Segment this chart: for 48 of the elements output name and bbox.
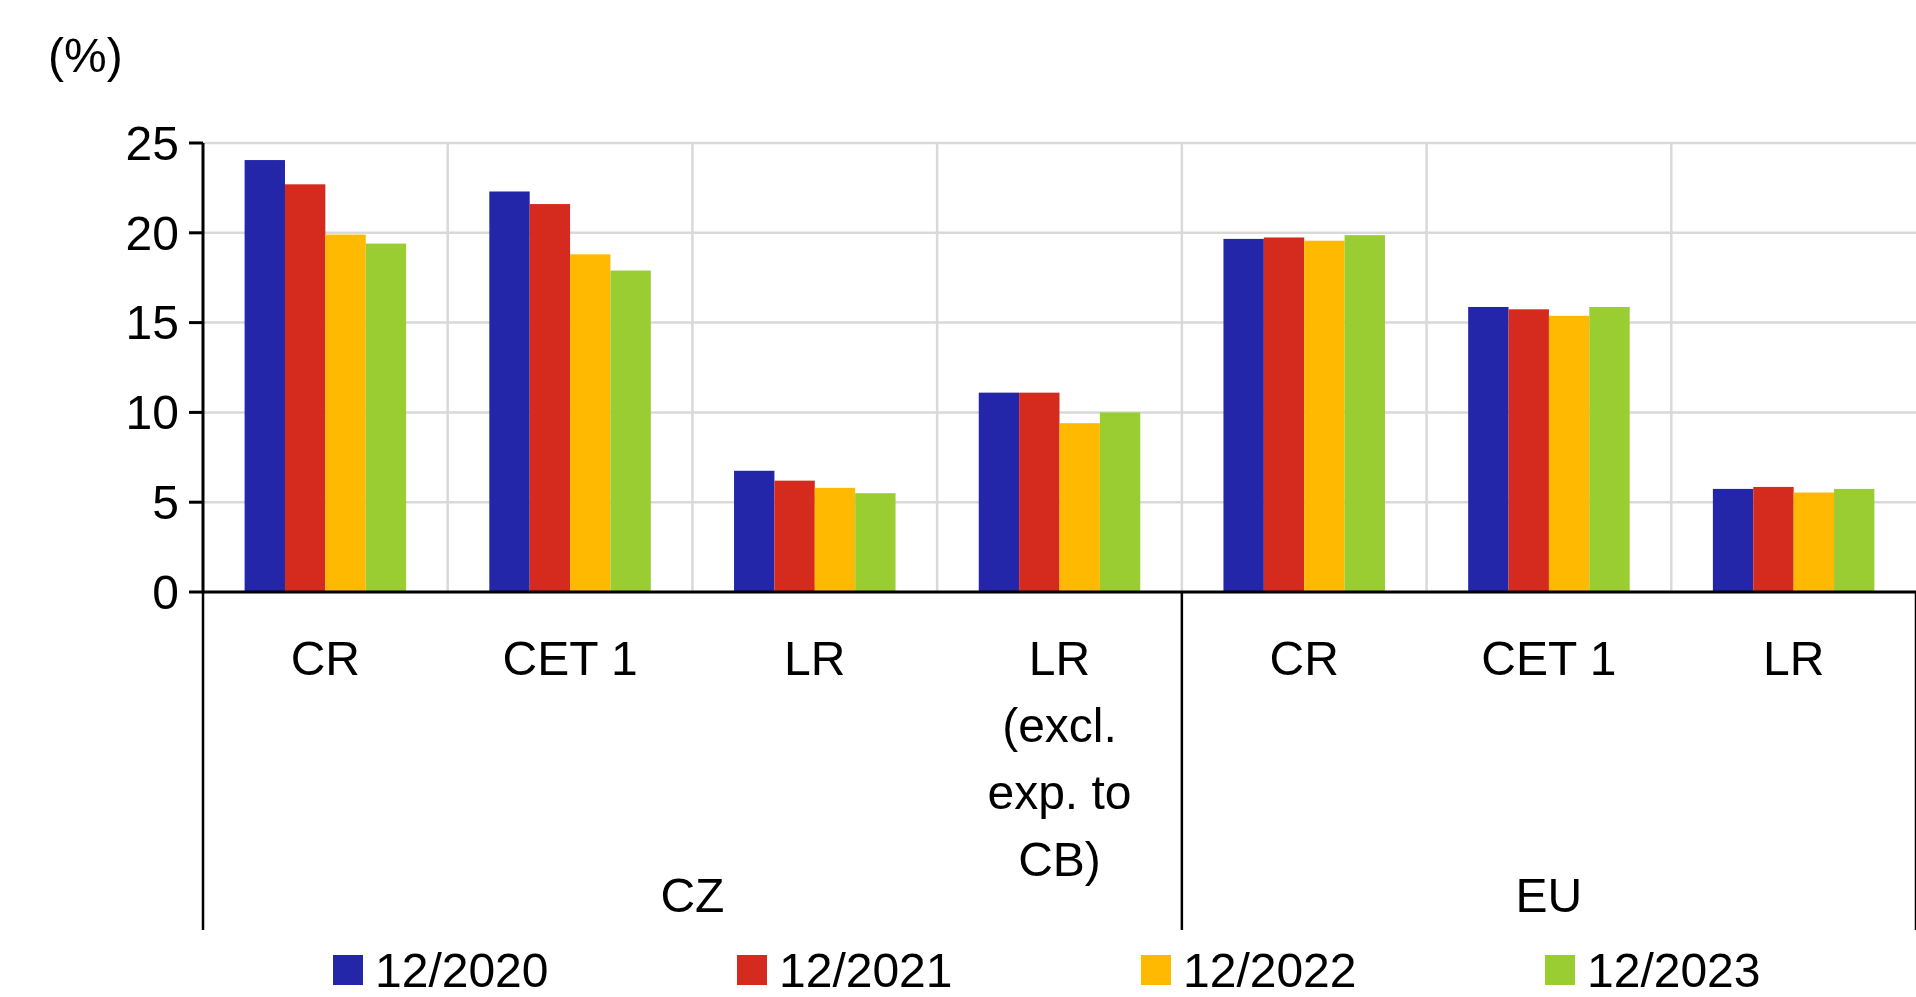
bar: [1548, 315, 1590, 592]
y-tick-label: 10: [125, 386, 179, 440]
bar: [1304, 240, 1345, 592]
bar: [365, 243, 407, 592]
bar: [1344, 235, 1385, 592]
bar: [1263, 237, 1305, 592]
bar: [244, 160, 285, 592]
legend-label: 12/2021: [779, 943, 953, 997]
text: EU: [1515, 869, 1583, 922]
bar: [1834, 488, 1875, 592]
bar: [325, 234, 366, 592]
y-axis-title: (%): [48, 29, 123, 82]
bar: [529, 204, 571, 592]
bar: [1793, 492, 1835, 592]
bar: [489, 191, 530, 592]
legend-label: 12/2023: [1587, 943, 1761, 997]
bar: [1099, 412, 1141, 592]
bar: [610, 270, 651, 592]
x-tick-label: CET 1: [502, 632, 638, 685]
x-tick-label: CR: [290, 632, 361, 685]
y-tick-label: 5: [152, 476, 179, 529]
bar: [1223, 238, 1264, 592]
x-tick-label: CET 1: [1481, 632, 1617, 685]
bar: [1019, 392, 1060, 592]
bar: [1059, 423, 1100, 592]
bar: [1589, 306, 1630, 592]
legend-label: 12/2020: [375, 943, 549, 997]
bar: [284, 184, 326, 592]
x-tick-label: LR: [784, 632, 846, 685]
bar: [978, 392, 1020, 592]
bar: [570, 254, 611, 592]
bar: [1468, 306, 1509, 592]
x-tick-label: CR: [1269, 632, 1339, 685]
x-tick-label: LR (excl. exp. to CB): [987, 632, 1132, 886]
bar: [855, 493, 896, 592]
bar: [1712, 488, 1754, 592]
x-tick-label: LR: [1762, 632, 1825, 685]
y-tick-label: 25: [125, 116, 179, 170]
legend-label: 12/2022: [1183, 943, 1357, 997]
y-tick-label: 0: [152, 565, 179, 619]
y-tick-label: 15: [125, 296, 179, 350]
text: CZ: [660, 869, 725, 922]
bar: [734, 470, 775, 592]
bar: [774, 480, 815, 592]
bar: [1508, 309, 1549, 592]
bar: [814, 487, 856, 592]
bar: [1753, 486, 1794, 592]
y-tick-label: 20: [125, 206, 179, 260]
